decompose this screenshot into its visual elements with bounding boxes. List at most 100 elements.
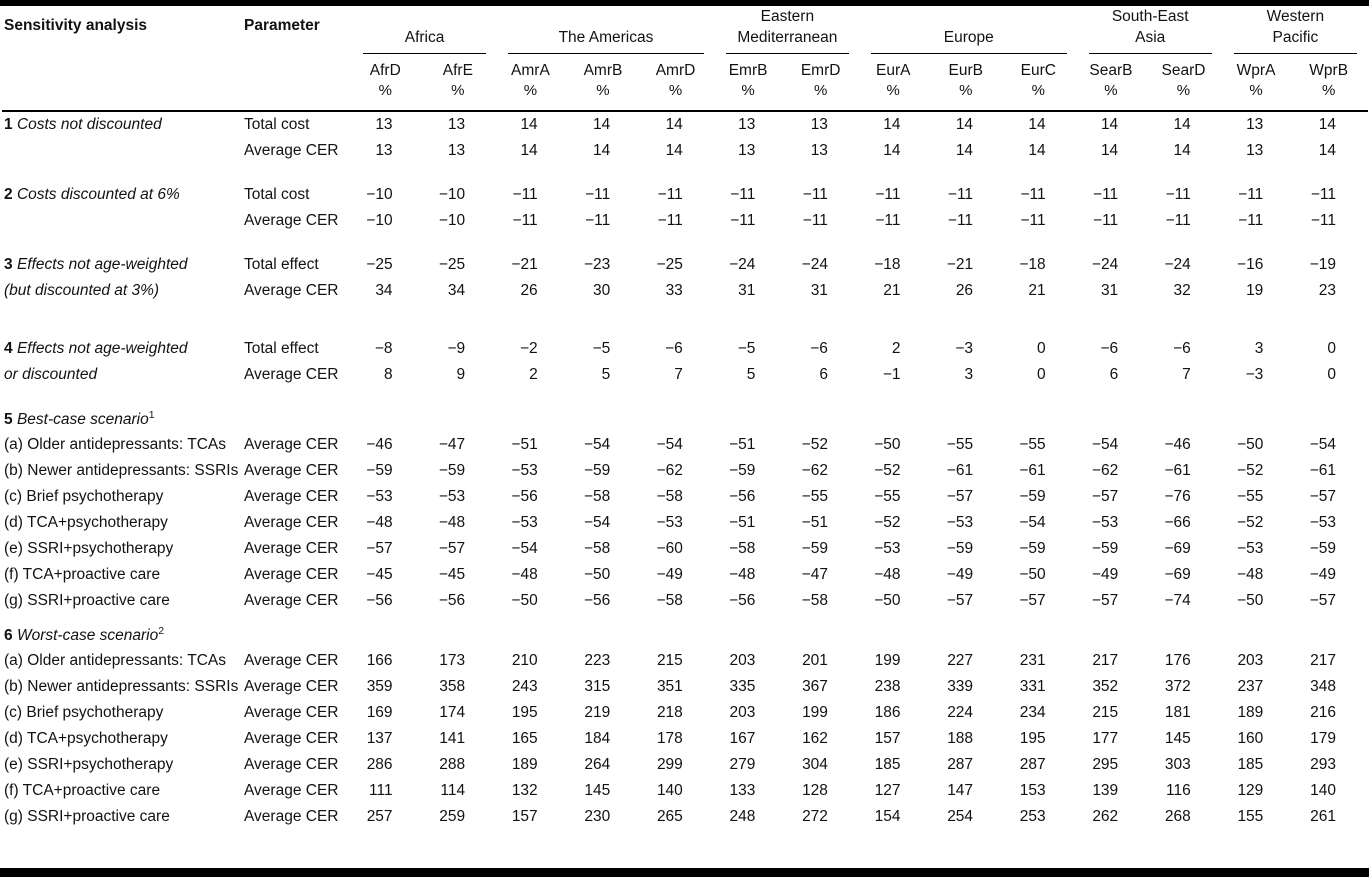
value-cell: 167 [729, 730, 756, 747]
unit-label-afre: % [424, 80, 498, 112]
region-group-label-line: Mediterranean [737, 29, 838, 46]
value-cell: 185 [874, 756, 901, 773]
value-cell: −24 [801, 256, 828, 273]
value-cell: −10 [366, 186, 393, 203]
value-cell: −3 [1245, 366, 1264, 383]
value-cell: 160 [1237, 730, 1264, 747]
value-cell: 181 [1164, 704, 1191, 721]
row-label: (c) Brief psychotherapy [4, 488, 164, 505]
value-cell: 227 [947, 652, 974, 669]
section-heading: 5 Best-case scenario1 [2, 406, 1368, 432]
value-cell: −6 [810, 340, 828, 357]
value-cell: 265 [656, 808, 683, 825]
value-cell: −11 [730, 212, 756, 229]
value-cell: −55 [1019, 436, 1046, 453]
value-cell: −11 [1238, 186, 1264, 203]
unit-label-amrb: % [569, 80, 643, 112]
value-cell: 264 [584, 756, 611, 773]
value-cell: 13 [738, 142, 756, 159]
value-cell: 203 [1237, 652, 1264, 669]
value-cell: 34 [375, 282, 393, 299]
value-cell: −11 [512, 186, 538, 203]
row-label: (g) SSRI+proactive care [4, 808, 170, 825]
column-header-seard: SearD [1161, 62, 1206, 79]
footnote-marker: 2 [158, 624, 165, 637]
value-cell: −8 [374, 340, 393, 357]
region-group-label-line: South-East [1111, 8, 1189, 25]
value-cell: 14 [1173, 116, 1191, 133]
value-cell: −51 [511, 436, 538, 453]
value-cell: 189 [1237, 704, 1264, 721]
region-group-label: Europe [870, 27, 1067, 54]
value-cell: 248 [729, 808, 756, 825]
value-cell: 3 [964, 366, 974, 383]
value-cell: −11 [730, 186, 756, 203]
value-cell: 33 [665, 282, 683, 299]
section-spacer [2, 388, 1368, 406]
value-cell: 14 [1318, 142, 1336, 159]
value-cell: −50 [874, 592, 901, 609]
value-cell: 14 [520, 142, 538, 159]
value-cell: −59 [1309, 540, 1336, 557]
section-spacer [2, 164, 1368, 182]
value-cell: −46 [1164, 436, 1191, 453]
row-label: (e) SSRI+psychotherapy [4, 756, 174, 773]
table-row: (f) TCA+proactive care Average CER 111 114 1… [2, 778, 1368, 804]
value-cell: 299 [656, 756, 683, 773]
table-row: (c) Brief psychotherapy Average CER −53 −53… [2, 484, 1368, 510]
spacer-cell [2, 388, 1368, 406]
value-cell: 295 [1092, 756, 1119, 773]
value-cell: −48 [366, 514, 393, 531]
parameter-cell: Total effect [244, 256, 319, 273]
value-cell: −3 [955, 340, 974, 357]
value-cell: 14 [593, 142, 611, 159]
value-cell: −57 [1309, 592, 1336, 609]
value-cell: 14 [1318, 116, 1336, 133]
value-cell: −11 [1020, 186, 1046, 203]
value-cell: 215 [656, 652, 683, 669]
value-cell: 5 [601, 366, 611, 383]
value-cell: 203 [729, 652, 756, 669]
value-cell: 165 [511, 730, 538, 747]
column-header-sensitivity-analysis: Sensitivity analysis [2, 6, 242, 112]
value-cell: 13 [447, 116, 466, 133]
value-cell: −59 [1019, 488, 1046, 505]
value-cell: −48 [438, 514, 466, 531]
footnote-marker: 1 [148, 408, 155, 421]
value-cell: 129 [1237, 782, 1264, 799]
value-cell: 14 [520, 116, 538, 133]
value-cell: −52 [1237, 514, 1264, 531]
value-cell: 127 [874, 782, 901, 799]
value-cell: 372 [1164, 678, 1191, 695]
row-label-number: 3 [4, 256, 13, 273]
value-cell: 157 [874, 730, 901, 747]
value-cell: −6 [665, 340, 683, 357]
row-label-number: 2 [4, 186, 13, 203]
column-header-emrd: EmrD [800, 62, 841, 79]
value-cell: −74 [1164, 592, 1191, 609]
row-label: (d) TCA+psychotherapy [4, 514, 168, 531]
column-header-afrd: AfrD [369, 62, 401, 79]
value-cell: 257 [366, 808, 393, 825]
value-cell: −56 [729, 592, 756, 609]
value-cell: 210 [511, 652, 538, 669]
region-group-label-line: Africa [404, 29, 445, 46]
value-cell: −24 [729, 256, 756, 273]
region-group-label: Eastern Mediterranean [725, 6, 849, 54]
value-cell: −55 [1237, 488, 1264, 505]
region-group-label-line: Eastern [760, 8, 815, 25]
value-cell: 145 [584, 782, 611, 799]
value-cell: −1 [882, 366, 901, 383]
header-row-subregions: AfrD AfrE AmrA AmrB AmrD EmrB EmrD EurA EurB EurC… [2, 54, 1368, 80]
value-cell: −57 [366, 540, 393, 557]
sensitivity-analysis-table: Sensitivity analysis Parameter Africa The A… [2, 6, 1368, 830]
value-cell: −61 [1164, 462, 1191, 479]
unit-label-eura: % [859, 80, 933, 112]
value-cell: 13 [738, 116, 756, 133]
value-cell: 14 [883, 142, 901, 159]
column-header-eurc: EurC [1020, 62, 1056, 79]
value-cell: −11 [875, 212, 901, 229]
value-cell: −11 [657, 186, 683, 203]
value-cell: −11 [585, 186, 611, 203]
